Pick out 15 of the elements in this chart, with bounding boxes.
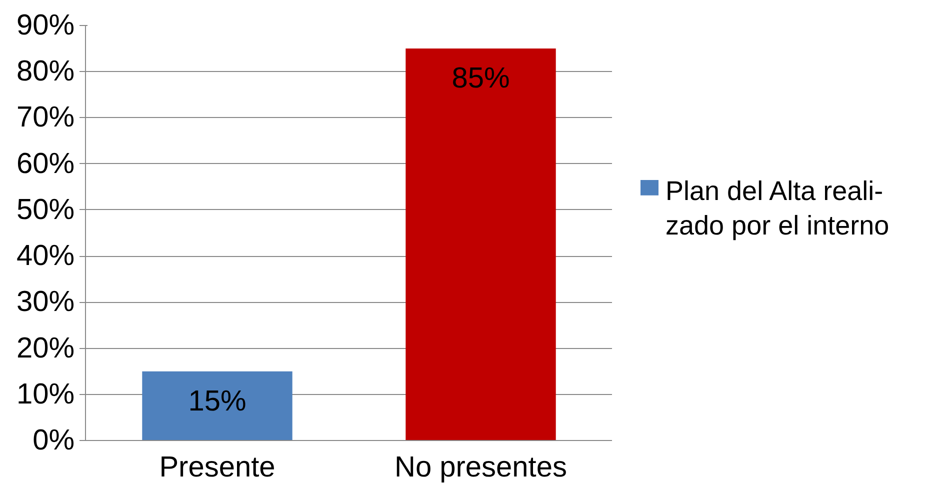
data-label: 15% bbox=[188, 385, 246, 418]
y-tick-label: 60% bbox=[16, 148, 75, 180]
data-label: 85% bbox=[452, 62, 510, 95]
y-tick-label: 10% bbox=[16, 378, 75, 410]
y-tick-label: 20% bbox=[16, 332, 75, 364]
legend-label: Plan del Alta reali- zado por el interno bbox=[666, 176, 890, 240]
y-tick-label: 80% bbox=[16, 56, 75, 88]
x-tick-label: Presente bbox=[159, 452, 276, 484]
y-tick-label: 70% bbox=[16, 102, 75, 134]
y-tick-label: 50% bbox=[16, 194, 75, 226]
y-tick-label: 90% bbox=[16, 10, 75, 42]
y-tick-label: 0% bbox=[32, 424, 75, 456]
x-tick-label: No presentes bbox=[394, 452, 568, 484]
y-tick-label: 30% bbox=[16, 286, 75, 318]
y-tick-label: 40% bbox=[16, 240, 75, 272]
